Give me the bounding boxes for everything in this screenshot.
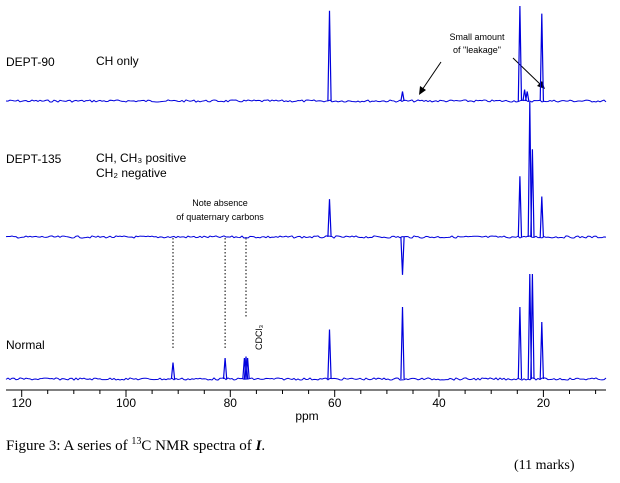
peak xyxy=(517,5,523,102)
quaternary-guide-lines xyxy=(172,238,247,350)
caption-mid: C NMR spectra of xyxy=(141,438,256,454)
dept90-description: CH only xyxy=(96,54,139,68)
peak xyxy=(525,91,530,102)
dept135-description-1: CH, CH₃ positive xyxy=(96,151,187,165)
x-tick-label: 40 xyxy=(432,396,446,410)
baseline xyxy=(5,235,607,239)
spectrum-dept-90 xyxy=(5,5,607,103)
marks-label: (11 marks) xyxy=(514,458,575,473)
spectrum-normal xyxy=(5,273,607,381)
peak xyxy=(400,91,405,102)
caption-compound: I xyxy=(255,438,262,454)
leakage-arrowhead-left xyxy=(419,86,426,95)
peak xyxy=(530,273,535,380)
peak xyxy=(539,196,544,238)
x-tick-label: 60 xyxy=(328,396,342,410)
peak xyxy=(245,357,250,380)
x-tick-label: 20 xyxy=(537,396,551,410)
peak xyxy=(327,199,332,238)
nmr-figure: DEPT-90 CH only DEPT-135 CH, CH₃ positiv… xyxy=(5,5,607,423)
peak xyxy=(222,357,228,380)
peak xyxy=(530,149,535,238)
spectra-group xyxy=(5,5,607,381)
quaternary-annotation-1: Note absence xyxy=(192,198,248,208)
leakage-arrow-left xyxy=(421,61,442,91)
peak xyxy=(170,362,176,380)
baseline xyxy=(5,99,607,103)
caption-suffix: . xyxy=(261,438,266,454)
dept90-label: DEPT-90 xyxy=(6,55,55,69)
peak xyxy=(517,306,523,380)
caption-prefix: Figure 3: A series of xyxy=(6,438,132,454)
baseline xyxy=(5,377,607,381)
figure-caption: Figure 3: A series of 13C NMR spectra of… xyxy=(6,436,265,455)
spectrum-dept-135 xyxy=(5,101,607,275)
x-tick-label: 100 xyxy=(116,396,136,410)
dept135-label: DEPT-135 xyxy=(6,152,62,166)
x-tick-label: 80 xyxy=(224,396,238,410)
leakage-annotation-1: Small amount xyxy=(449,32,505,42)
peak xyxy=(400,306,405,380)
peak xyxy=(327,329,332,380)
x-axis: 120 100 80 60 40 20 xyxy=(6,389,606,410)
caption-isotope: 13 xyxy=(131,436,142,447)
peak xyxy=(327,10,332,102)
peak xyxy=(400,236,405,275)
peak xyxy=(527,101,532,238)
leakage-arrow-right xyxy=(512,57,542,86)
solvent-label: CDCl₃ xyxy=(254,325,264,350)
peak xyxy=(539,321,544,380)
normal-label: Normal xyxy=(6,338,45,352)
leakage-annotation-2: of "leakage" xyxy=(453,45,501,55)
peak xyxy=(517,176,523,238)
dept135-description-2: CH₂ negative xyxy=(96,166,167,180)
x-axis-title: ppm xyxy=(295,409,318,423)
x-tick-label: 120 xyxy=(12,396,32,410)
quaternary-annotation-2: of quaternary carbons xyxy=(176,212,264,222)
peak xyxy=(539,13,544,102)
